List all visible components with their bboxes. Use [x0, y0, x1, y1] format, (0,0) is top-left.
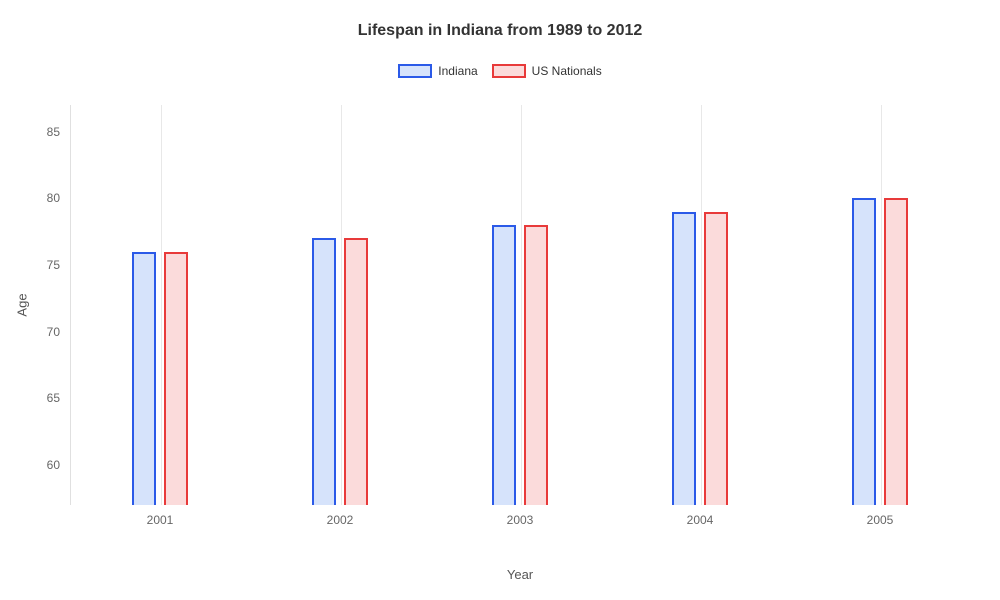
legend-label-indiana: Indiana	[438, 64, 477, 78]
chart-title: Lifespan in Indiana from 1989 to 2012	[0, 0, 1000, 40]
vertical-gridline	[881, 105, 882, 505]
legend: Indiana US Nationals	[0, 64, 1000, 78]
bar-us-nationals-2005	[884, 198, 908, 505]
y-tick-label: 85	[47, 125, 60, 139]
bar-indiana-2005	[852, 198, 876, 505]
y-axis-label: Age	[15, 293, 30, 316]
vertical-gridline	[161, 105, 162, 505]
vertical-gridline	[521, 105, 522, 505]
y-tick-label: 60	[47, 458, 60, 472]
chart-container: Lifespan in Indiana from 1989 to 2012 In…	[0, 0, 1000, 600]
y-tick-label: 80	[47, 191, 60, 205]
y-tick-label: 65	[47, 391, 60, 405]
vertical-gridline	[341, 105, 342, 505]
bar-us-nationals-2002	[344, 238, 368, 505]
bar-indiana-2001	[132, 252, 156, 505]
bar-us-nationals-2003	[524, 225, 548, 505]
x-tick-label: 2002	[327, 513, 354, 527]
x-tick-label: 2001	[147, 513, 174, 527]
x-axis-label: Year	[507, 567, 533, 582]
x-tick-label: 2003	[507, 513, 534, 527]
bar-us-nationals-2004	[704, 212, 728, 505]
bar-indiana-2002	[312, 238, 336, 505]
bar-us-nationals-2001	[164, 252, 188, 505]
x-tick-label: 2005	[867, 513, 894, 527]
legend-swatch-indiana	[398, 64, 432, 78]
bar-indiana-2004	[672, 212, 696, 505]
grid-region	[70, 105, 970, 505]
legend-label-usnationals: US Nationals	[532, 64, 602, 78]
y-tick-label: 75	[47, 258, 60, 272]
legend-swatch-usnationals	[492, 64, 526, 78]
plot-area: 20012002200320042005606570758085	[70, 105, 970, 505]
y-tick-label: 70	[47, 325, 60, 339]
x-tick-label: 2004	[687, 513, 714, 527]
legend-item-usnationals: US Nationals	[492, 64, 602, 78]
bar-indiana-2003	[492, 225, 516, 505]
legend-item-indiana: Indiana	[398, 64, 477, 78]
vertical-gridline	[701, 105, 702, 505]
